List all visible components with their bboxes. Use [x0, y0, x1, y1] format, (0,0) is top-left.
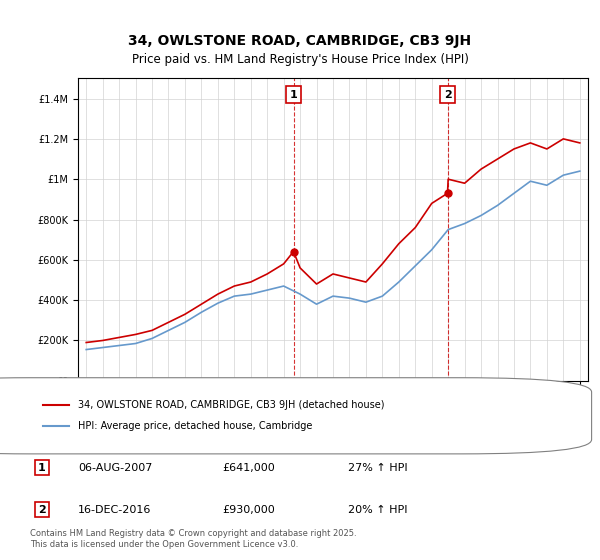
Text: £641,000: £641,000 — [222, 463, 275, 473]
Text: 06-AUG-2007: 06-AUG-2007 — [78, 463, 152, 473]
Text: 34, OWLSTONE ROAD, CAMBRIDGE, CB3 9JH (detached house): 34, OWLSTONE ROAD, CAMBRIDGE, CB3 9JH (d… — [77, 400, 384, 410]
Text: 27% ↑ HPI: 27% ↑ HPI — [348, 463, 407, 473]
Text: 2: 2 — [38, 505, 46, 515]
Text: 1: 1 — [38, 463, 46, 473]
Text: 1: 1 — [290, 90, 298, 100]
Text: 2: 2 — [443, 90, 451, 100]
FancyBboxPatch shape — [0, 377, 592, 454]
Text: 20% ↑ HPI: 20% ↑ HPI — [348, 505, 407, 515]
Text: Contains HM Land Registry data © Crown copyright and database right 2025.
This d: Contains HM Land Registry data © Crown c… — [30, 529, 356, 549]
Text: Price paid vs. HM Land Registry's House Price Index (HPI): Price paid vs. HM Land Registry's House … — [131, 53, 469, 66]
Text: £930,000: £930,000 — [222, 505, 275, 515]
Text: HPI: Average price, detached house, Cambridge: HPI: Average price, detached house, Camb… — [77, 421, 312, 431]
Text: 34, OWLSTONE ROAD, CAMBRIDGE, CB3 9JH: 34, OWLSTONE ROAD, CAMBRIDGE, CB3 9JH — [128, 34, 472, 48]
Text: 16-DEC-2016: 16-DEC-2016 — [78, 505, 151, 515]
